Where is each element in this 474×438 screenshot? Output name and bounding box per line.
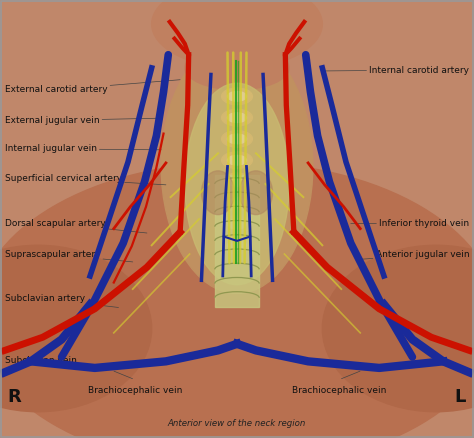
Ellipse shape [201,171,235,215]
Ellipse shape [228,92,246,101]
Text: Internal jugular vein: Internal jugular vein [5,145,161,153]
Text: Internal carotid artery: Internal carotid artery [322,66,469,74]
Text: External jugular vein: External jugular vein [5,116,156,125]
Ellipse shape [0,245,152,412]
Text: Anterior jugular vein: Anterior jugular vein [360,251,469,259]
Text: External carotid artery: External carotid artery [5,80,180,94]
Ellipse shape [221,152,252,169]
Ellipse shape [322,245,474,412]
Text: Anterior view of the neck region: Anterior view of the neck region [168,419,306,428]
Ellipse shape [185,46,289,90]
Ellipse shape [221,173,252,190]
Ellipse shape [221,237,252,254]
Ellipse shape [228,198,246,208]
Bar [215,175,259,307]
Text: Brachiocephalic vein: Brachiocephalic vein [292,386,386,395]
Ellipse shape [228,134,246,144]
Text: Subclavian artery: Subclavian artery [5,294,118,307]
Ellipse shape [221,110,252,126]
Text: Brachiocephalic vein: Brachiocephalic vein [88,386,182,395]
Text: Inferior thyroid vein: Inferior thyroid vein [351,219,469,228]
Ellipse shape [152,0,322,68]
Text: L: L [454,388,465,406]
Ellipse shape [221,194,252,211]
Ellipse shape [228,219,246,229]
Ellipse shape [228,155,246,165]
Ellipse shape [221,88,252,105]
Text: R: R [7,388,21,406]
Ellipse shape [228,113,246,123]
Ellipse shape [185,83,289,285]
Ellipse shape [161,39,313,293]
Text: Suprascapular artery: Suprascapular artery [5,250,133,262]
Ellipse shape [221,215,252,232]
Ellipse shape [0,162,474,438]
Text: Subclavian vein: Subclavian vein [5,356,81,364]
Ellipse shape [228,177,246,186]
Ellipse shape [221,131,252,147]
Ellipse shape [228,240,246,250]
Text: Dorsal scapular artery: Dorsal scapular artery [5,219,147,233]
Text: Superficial cervical artery: Superficial cervical artery [5,174,166,185]
Ellipse shape [239,171,273,215]
